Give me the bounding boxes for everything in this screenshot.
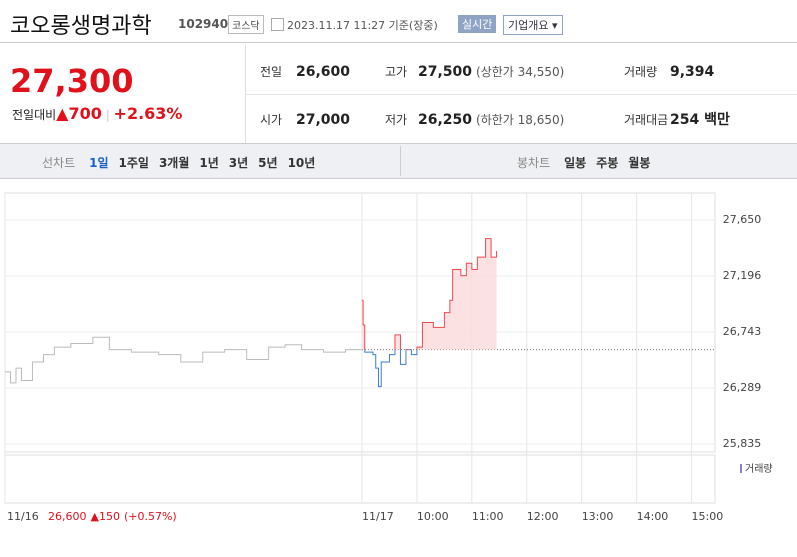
stat-label: 전일 (260, 65, 283, 79)
stat-value: 254 백만 (670, 109, 730, 129)
divider (0, 42, 797, 43)
datetime: 2023.11.17 11:27 기준(장중) (287, 19, 438, 32)
stat-number: 9,394 (670, 64, 715, 80)
tab-item[interactable]: 월봉 (628, 156, 651, 170)
volume-label: 거래량 (745, 463, 773, 475)
plot-border (4, 192, 716, 453)
price-line-today (362, 238, 498, 350)
stat-note: (상한가 34,550) (476, 65, 565, 79)
stat-value: 26,250 (하한가 18,650) (418, 109, 564, 128)
stat-number: 254 백만 (670, 112, 730, 128)
stat-label: 거래대금 (624, 113, 669, 127)
x-tick-label: 12:00 (527, 510, 559, 523)
stock-code: 102940 (178, 17, 229, 31)
divider (245, 94, 797, 95)
change-percent: +2.63% (113, 104, 183, 123)
stat-number: 26,600 (296, 64, 351, 80)
stat-value: 27,500 (상한가 34,550) (418, 61, 564, 80)
prev-percent: (+0.57%) (124, 510, 177, 523)
divider (400, 146, 401, 176)
x-tick-label: 13:00 (582, 510, 614, 523)
tab-item[interactable]: 1주일 (118, 156, 149, 170)
change-label: 전일대비 (12, 108, 57, 122)
stat-label: 저가 (385, 113, 408, 127)
calendar-icon (271, 18, 284, 31)
x-tick-label: 11:00 (472, 510, 504, 523)
realtime-button[interactable]: 실시간 (458, 15, 497, 33)
y-tick-label: 27,650 (723, 213, 762, 226)
tab-item[interactable]: 1년 (199, 156, 219, 170)
chart: 27,650 27,196 26,743 26,289 25,835 11/16 11/17… (4, 192, 773, 523)
market-badge: 코스닥 (228, 15, 264, 34)
prev-close: 26,600 (48, 510, 87, 523)
stat-value: 9,394 (670, 61, 714, 80)
tab-group-label: 봉차트 (517, 156, 551, 170)
price-line-today (364, 349, 418, 388)
price-area (362, 238, 497, 350)
prev-summary: 26,600 ▲150 (+0.57%) (48, 510, 177, 523)
stat-note: (하한가 18,650) (476, 113, 565, 127)
tab-item[interactable]: 3년 (228, 156, 249, 170)
current-price: 27,300 (10, 62, 134, 100)
stat-number: 26,250 (418, 112, 473, 128)
stat-value: 27,000 (296, 109, 350, 128)
stat-number: 27,500 (418, 64, 473, 80)
tab-item[interactable]: 3개월 (158, 156, 190, 170)
prev-change: ▲150 (91, 510, 120, 523)
change: ▲700 (56, 104, 102, 123)
volume-border (4, 454, 716, 504)
tab-item[interactable]: 1일 (89, 156, 109, 170)
stock-name: 코오롱생명과학 (10, 14, 152, 39)
y-tick-label: 27,196 (723, 269, 762, 282)
tab-group: 봉차트 일봉 주봉 월봉 (517, 152, 660, 171)
tab-group: 선차트 1일 1주일 3개월 1년 3년 5년 10년 (42, 152, 325, 171)
stat-value: 26,600 (296, 61, 350, 80)
change-row: 전일대비▲700 | +2.63% (12, 104, 183, 123)
price-line-prev (5, 336, 362, 384)
stat-label: 시가 (260, 113, 283, 127)
tab-bar (0, 143, 797, 179)
y-tick-label: 26,743 (723, 325, 762, 338)
y-tick-label: 26,289 (723, 381, 762, 394)
stat-label: 거래량 (624, 65, 658, 79)
x-tick-label: 15:00 (692, 510, 724, 523)
tab-item[interactable]: 일봉 (564, 156, 587, 170)
x-tick-label: 11/17 (362, 510, 394, 523)
company-info-label: 기업개요 (508, 19, 549, 32)
legend-swatch (740, 464, 742, 473)
tab-item[interactable]: 10년 (287, 156, 316, 170)
x-tick-label: 14:00 (637, 510, 669, 523)
company-info-button[interactable]: 기업개요 ▾ (503, 15, 563, 35)
x-tick-label: 10:00 (417, 510, 449, 523)
tab-item[interactable]: 주봉 (596, 156, 619, 170)
tab-item[interactable]: 5년 (258, 156, 278, 170)
x-tick-label: 11/16 (7, 510, 39, 523)
stat-number: 27,000 (296, 112, 351, 128)
tab-group-label: 선차트 (42, 156, 76, 170)
y-tick-label: 25,835 (723, 437, 762, 450)
stat-label: 고가 (385, 65, 408, 79)
